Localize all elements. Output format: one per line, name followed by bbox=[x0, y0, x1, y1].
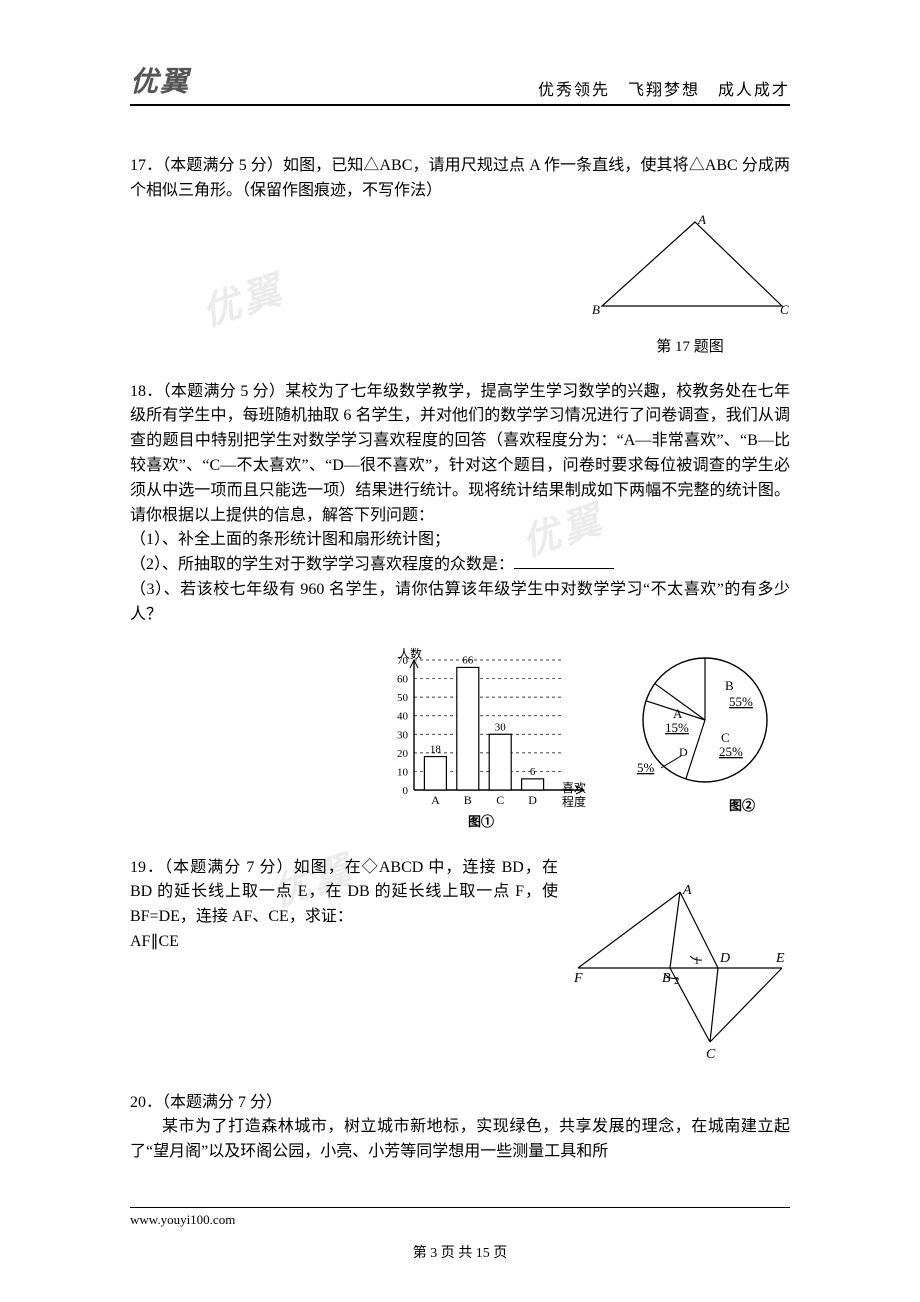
svg-text:A: A bbox=[431, 793, 440, 807]
question-20: 20．（本题满分 7 分） 某市为了打造森林城市，树立城市新地标，实现绿色，共享… bbox=[130, 1091, 790, 1165]
svg-text:0: 0 bbox=[403, 785, 409, 797]
svg-text:18: 18 bbox=[430, 743, 442, 755]
label-c: C bbox=[706, 1047, 716, 1062]
q18-body: 某校为了七年级数学教学，提高学生学习数学的兴趣，校教务处在七年级所有学生中，每班… bbox=[130, 383, 790, 524]
footer-url: www.youyi100.com bbox=[130, 1207, 790, 1228]
q18-blank bbox=[514, 553, 614, 569]
q17-text: 17．（本题满分 5 分）如图，已知△ABC，请用尺规过点 A 作一条直线，使其… bbox=[130, 154, 790, 204]
q19-figure: A B C D E F 1 2 bbox=[570, 882, 790, 1067]
q20-points: （本题满分 7 分） bbox=[162, 1094, 282, 1111]
label-angle1: 1 bbox=[694, 955, 700, 967]
q18-sub3: （3）、若该校七年级有 960 名学生，请你估算该年级学生中对数学学习“不太喜欢… bbox=[130, 578, 790, 628]
svg-text:C: C bbox=[496, 793, 504, 807]
label-f: F bbox=[573, 971, 583, 986]
svg-text:30: 30 bbox=[397, 729, 409, 741]
footer-pager: 第 3 页 共 15 页 bbox=[130, 1242, 790, 1262]
label-a: A bbox=[682, 883, 692, 898]
question-19: A B C D E F 1 2 19．（本题满分 7 分）如图，在◇ABCD 中… bbox=[130, 856, 790, 1067]
svg-text:60: 60 bbox=[397, 673, 409, 685]
q17-caption: 第 17 题图 bbox=[590, 335, 790, 356]
q19-points: （本题满分 7 分） bbox=[164, 859, 293, 876]
svg-text:5%: 5% bbox=[637, 760, 655, 775]
bar-chart: 01020304050607018A66B30C6D人数喜欢程度图① bbox=[376, 642, 606, 832]
svg-text:30: 30 bbox=[495, 721, 507, 733]
vertex-c-label: C bbox=[780, 302, 789, 317]
question-17: 17．（本题满分 5 分）如图，已知△ABC，请用尺规过点 A 作一条直线，使其… bbox=[130, 154, 790, 356]
line-ab bbox=[670, 892, 680, 968]
svg-text:D: D bbox=[528, 793, 537, 807]
q19-number: 19． bbox=[130, 859, 164, 876]
parallelogram-icon: A B C D E F 1 2 bbox=[570, 882, 790, 1062]
q18-text: 18．（本题满分 5 分）某校为了七年级数学教学，提高学生学习数学的兴趣，校教务… bbox=[130, 380, 790, 529]
q17-figure: A B C 第 17 题图 bbox=[590, 214, 790, 356]
label-b: B bbox=[662, 971, 671, 986]
svg-text:10: 10 bbox=[397, 766, 409, 778]
svg-text:50: 50 bbox=[397, 692, 409, 704]
pie-chart: B55% C25% D 5% A15% 图② bbox=[620, 642, 790, 832]
svg-text:C: C bbox=[721, 730, 730, 745]
triangle-icon: A B C bbox=[590, 214, 790, 324]
label-angle2: 2 bbox=[674, 975, 680, 987]
svg-text:D: D bbox=[679, 745, 688, 759]
q17-number: 17． bbox=[130, 157, 162, 174]
q18-sub1: （1）、补全上面的条形统计图和扇形统计图； bbox=[130, 528, 790, 553]
triangle-shape bbox=[602, 222, 782, 306]
line-dc bbox=[710, 968, 718, 1042]
page-footer: www.youyi100.com 第 3 页 共 15 页 bbox=[130, 1207, 790, 1262]
svg-text:25%: 25% bbox=[719, 744, 743, 759]
svg-text:15%: 15% bbox=[665, 720, 689, 735]
q18-points: （本题满分 5 分） bbox=[163, 383, 286, 400]
page-header: 优翼 优秀领先 飞翔梦想 成人成才 bbox=[130, 60, 790, 106]
svg-text:A: A bbox=[673, 706, 683, 721]
q17-points: （本题满分 5 分） bbox=[162, 157, 283, 174]
svg-text:B: B bbox=[464, 793, 472, 807]
svg-text:40: 40 bbox=[397, 710, 409, 722]
svg-text:图①: 图① bbox=[468, 814, 494, 829]
brand-tagline: 优秀领先 飞翔梦想 成人成才 bbox=[538, 76, 790, 100]
brand-logo: 优翼 bbox=[130, 60, 190, 100]
q18-number: 18． bbox=[130, 383, 163, 400]
svg-text:B: B bbox=[725, 678, 734, 693]
q20-heading: 20．（本题满分 7 分） bbox=[130, 1091, 790, 1116]
q18-charts: 01020304050607018A66B30C6D人数喜欢程度图① B55%C… bbox=[130, 642, 790, 832]
svg-text:55%: 55% bbox=[729, 694, 753, 709]
q18-sub2: （2）、所抽取的学生对于数学学习喜欢程度的众数是： bbox=[130, 553, 790, 578]
svg-text:喜欢: 喜欢 bbox=[562, 780, 586, 795]
question-18: 18．（本题满分 5 分）某校为了七年级数学教学，提高学生学习数学的兴趣，校教务… bbox=[130, 380, 790, 832]
label-e: E bbox=[775, 951, 785, 966]
vertex-a-label: A bbox=[697, 214, 706, 227]
svg-text:66: 66 bbox=[462, 654, 474, 666]
svg-text:程度: 程度 bbox=[562, 794, 586, 809]
q20-body: 某市为了打造森林城市，树立城市新地标，实现绿色，共享发展的理念，在城南建立起了“… bbox=[130, 1115, 790, 1165]
q18-sub2-prefix: （2）、所抽取的学生对于数学学习喜欢程度的众数是： bbox=[130, 556, 514, 573]
line-ec bbox=[710, 968, 782, 1042]
label-d: D bbox=[719, 951, 730, 966]
line-af bbox=[578, 892, 680, 968]
svg-text:6: 6 bbox=[530, 765, 536, 777]
svg-text:20: 20 bbox=[397, 747, 409, 759]
vertex-b-label: B bbox=[592, 302, 600, 317]
svg-text:人数: 人数 bbox=[398, 646, 422, 661]
svg-text:图②: 图② bbox=[729, 798, 755, 813]
q20-number: 20． bbox=[130, 1094, 162, 1111]
